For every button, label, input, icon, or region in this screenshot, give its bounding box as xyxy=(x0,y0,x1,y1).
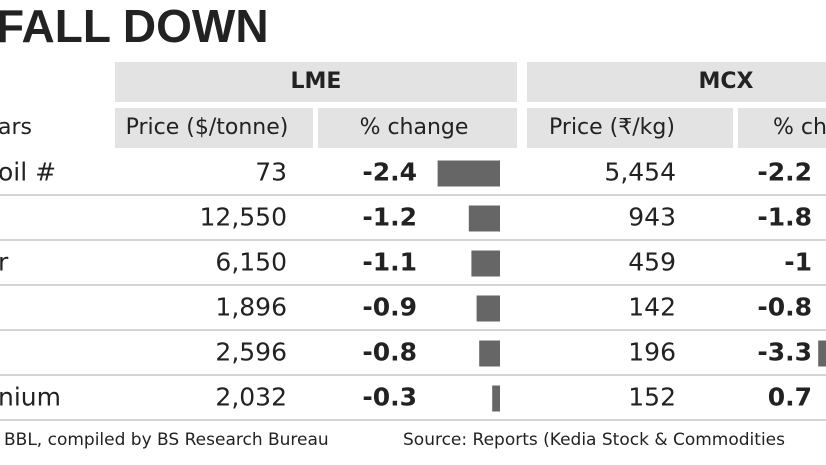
header-cell xyxy=(115,108,313,148)
column-header: ars xyxy=(0,115,32,140)
mcx-price: 943 xyxy=(628,203,676,232)
change-bar xyxy=(818,340,826,367)
mcx-price: 5,454 xyxy=(604,158,676,187)
mcx-change: -0.8 xyxy=(757,293,812,322)
mcx-price: 152 xyxy=(628,383,676,412)
lme-price: 6,150 xyxy=(215,248,287,277)
lme-price: 2,032 xyxy=(215,383,287,412)
lme-change: -1.1 xyxy=(362,248,417,277)
mcx-change: -1 xyxy=(784,248,812,277)
lme-change: -0.8 xyxy=(362,338,417,367)
lme-price: 12,550 xyxy=(200,203,287,232)
column-header: Price ($/tonne) xyxy=(126,115,289,140)
mcx-change: -1.8 xyxy=(757,203,812,232)
group-header: LME xyxy=(291,69,342,94)
mcx-price: 142 xyxy=(628,293,676,322)
lme-price: 73 xyxy=(255,158,287,187)
change-bar xyxy=(492,385,500,412)
change-bar xyxy=(437,160,500,187)
group-header: MCX xyxy=(699,69,754,94)
change-bar xyxy=(471,250,500,277)
change-bar xyxy=(468,205,500,232)
lme-change: -1.2 xyxy=(362,203,417,232)
header-band xyxy=(115,62,517,102)
lme-change: -0.9 xyxy=(362,293,417,322)
mcx-change: -2.2 xyxy=(757,158,812,187)
lme-change: -2.4 xyxy=(362,158,417,187)
header-band xyxy=(527,62,826,102)
header-cell xyxy=(738,108,826,148)
mcx-price: 459 xyxy=(628,248,676,277)
mcx-change: 0.7 xyxy=(768,383,812,412)
mcx-change: -3.3 xyxy=(757,338,812,367)
footer-source: Source: Reports (Kedia Stock & Commoditi… xyxy=(403,430,785,450)
column-header: % change xyxy=(360,115,469,140)
row-label: oil # xyxy=(0,158,56,187)
header-cell xyxy=(527,108,733,148)
column-header: Price (₹/kg) xyxy=(549,115,675,140)
change-bar xyxy=(476,295,500,322)
lme-change: -0.3 xyxy=(362,383,417,412)
row-label: nium xyxy=(0,383,61,412)
change-bar xyxy=(479,340,500,367)
row-label: r xyxy=(0,248,9,277)
column-header: % ch xyxy=(773,115,826,140)
lme-price: 2,596 xyxy=(215,338,287,367)
lme-price: 1,896 xyxy=(215,293,287,322)
footer-note: BBL, compiled by BS Research Bureau xyxy=(4,430,329,450)
title: FALL DOWN xyxy=(0,0,269,52)
mcx-price: 196 xyxy=(628,338,676,367)
header-cell xyxy=(318,108,517,148)
